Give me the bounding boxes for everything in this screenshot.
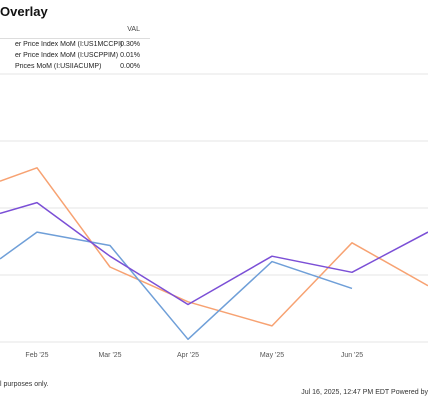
- legend-series-name: Prices MoM (I:USIIACUMP): [15, 63, 102, 70]
- grid-lines: [0, 73, 428, 343]
- x-tick-label: Apr '25: [177, 352, 199, 359]
- x-tick-label: May '25: [260, 352, 284, 359]
- legend-series-value: 0.01%: [120, 52, 140, 59]
- x-axis-tick-labels: Feb '25 Mar '25 Apr '25 May '25 Jun '25: [25, 352, 363, 359]
- legend-series-value: 0.00%: [120, 63, 140, 70]
- legend-series-value: 0.30%: [120, 41, 140, 48]
- series-line: [0, 231, 353, 341]
- x-tick-label: Jun '25: [341, 352, 363, 359]
- chart-title: Overlay: [0, 4, 48, 19]
- chart-header: Overlay: [0, 0, 428, 22]
- x-tick-label: Feb '25: [25, 352, 48, 359]
- legend-row[interactable]: er Price Index MoM (I:US1MCCPI) 0.30%: [0, 41, 150, 52]
- legend-series-name: er Price Index MoM (I:US1MCCPI): [15, 41, 123, 48]
- legend-table: VAL er Price Index MoM (I:US1MCCPI) 0.30…: [0, 26, 150, 72]
- legend-series-name: er Price Index MoM (I:USCPPIM): [15, 52, 119, 59]
- series-line: [0, 201, 428, 306]
- legend-divider: [0, 38, 150, 39]
- series-line: [0, 167, 428, 327]
- legend-column-header: VAL: [127, 26, 140, 33]
- legend-row[interactable]: er Price Index MoM (I:USCPPIM) 0.01%: [0, 52, 150, 63]
- series-lines: [0, 167, 428, 341]
- legend-row[interactable]: Prices MoM (I:USIIACUMP) 0.00%: [0, 63, 150, 74]
- x-tick-label: Mar '25: [98, 352, 121, 359]
- footer-disclaimer: l purposes only.: [0, 381, 49, 388]
- footer-timestamp: Jul 16, 2025, 12:47 PM EDT Powered by: [301, 389, 428, 396]
